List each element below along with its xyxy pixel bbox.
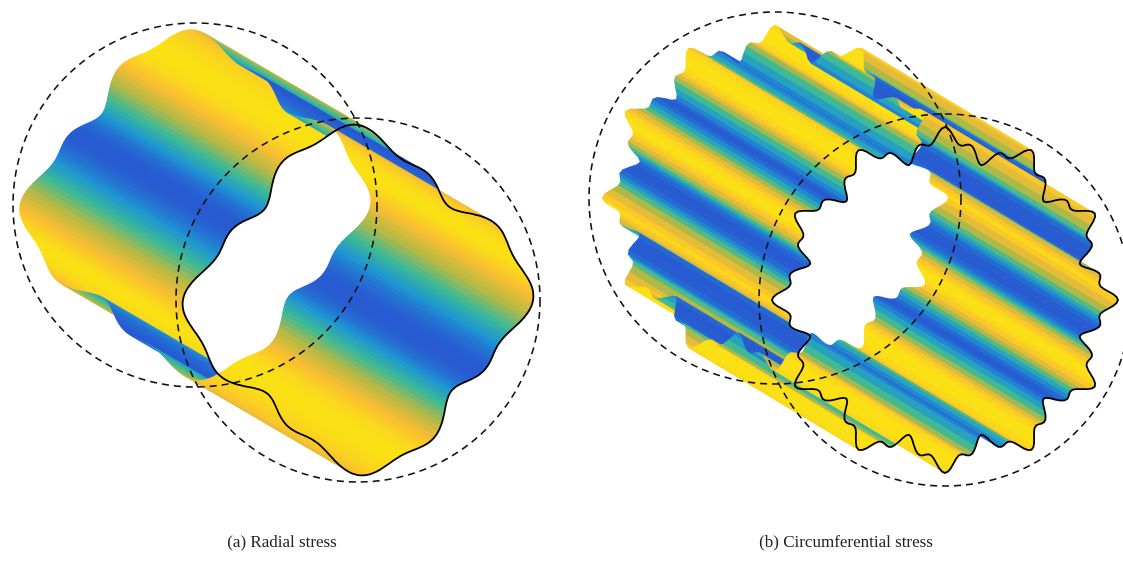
surface-plots: [12, 11, 1123, 487]
caption: (b) Circumferential stress: [759, 532, 933, 551]
caption: (a) Radial stress: [227, 532, 337, 551]
front-circle: [175, 117, 541, 483]
front-circle: [758, 113, 1123, 487]
front-outline: [771, 126, 1119, 474]
front-outline: [181, 123, 535, 477]
back-circle: [12, 22, 378, 388]
back-circle: [588, 11, 962, 385]
